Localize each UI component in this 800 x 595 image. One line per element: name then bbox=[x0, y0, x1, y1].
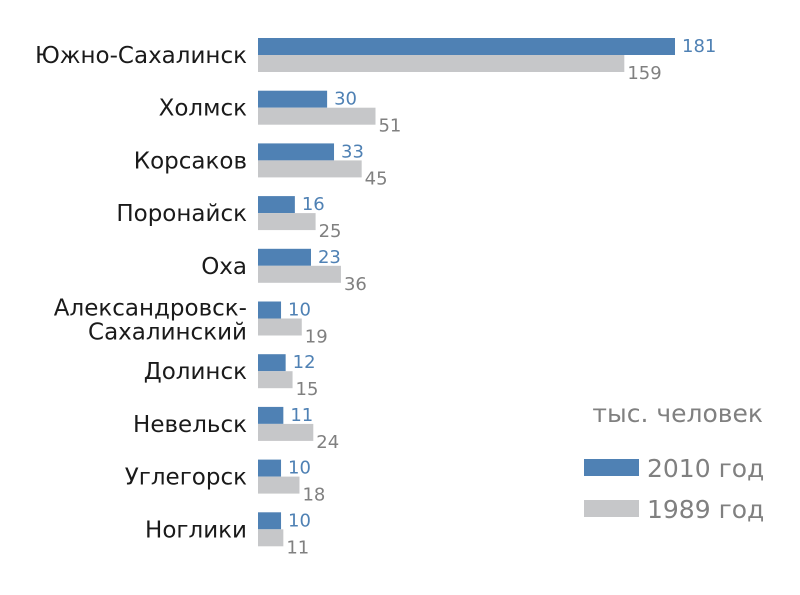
category-label: Невельск bbox=[133, 412, 247, 438]
category-label: Александровск-Сахалинский bbox=[54, 296, 247, 346]
category-label: Оха bbox=[201, 254, 247, 280]
data-label: 15 bbox=[296, 379, 319, 400]
bar-1989 bbox=[258, 423, 314, 441]
bar-2010 bbox=[258, 90, 328, 108]
bar-2010 bbox=[258, 143, 335, 161]
data-label: 18 bbox=[302, 485, 325, 506]
bar-2010 bbox=[258, 354, 286, 372]
data-label: 25 bbox=[319, 221, 342, 242]
category-label: Углегорск bbox=[125, 465, 247, 491]
data-label: 12 bbox=[293, 352, 316, 373]
data-label: 51 bbox=[378, 116, 401, 137]
bar-1989 bbox=[258, 476, 300, 494]
data-label: 36 bbox=[344, 274, 367, 295]
legend-swatch-1989 bbox=[584, 500, 639, 517]
bar-2010 bbox=[258, 512, 282, 530]
data-label: 11 bbox=[290, 405, 313, 426]
bar-2010 bbox=[258, 459, 282, 477]
bar-2010 bbox=[258, 301, 282, 319]
data-label: 11 bbox=[286, 537, 309, 558]
legend-label-2010: 2010 год bbox=[647, 454, 764, 483]
data-label: 23 bbox=[318, 247, 341, 268]
category-label: Южно-Сахалинск bbox=[35, 43, 247, 69]
bar-2010 bbox=[258, 248, 311, 266]
data-label: 181 bbox=[682, 36, 716, 57]
unit-label: тыс. человек bbox=[592, 399, 763, 428]
data-label: 33 bbox=[341, 141, 364, 162]
bar-1989 bbox=[258, 529, 284, 547]
category-label: Холмск bbox=[159, 96, 248, 122]
category-label: Долинск bbox=[144, 359, 247, 385]
data-label: 10 bbox=[288, 300, 311, 321]
bar-1989 bbox=[258, 213, 316, 231]
data-label: 24 bbox=[316, 432, 339, 453]
data-label: 16 bbox=[302, 194, 325, 215]
data-label: 19 bbox=[305, 327, 328, 348]
category-label: Корсаков bbox=[134, 148, 247, 174]
bar-1989 bbox=[258, 55, 625, 72]
category-label: Ноглики bbox=[145, 517, 247, 543]
data-label: 45 bbox=[365, 168, 388, 189]
data-label: 30 bbox=[334, 89, 357, 110]
bar-1989 bbox=[258, 371, 293, 389]
data-label: 10 bbox=[288, 510, 311, 531]
bar-1989 bbox=[258, 160, 362, 178]
category-label: Поронайск bbox=[116, 201, 247, 227]
bar-1989 bbox=[258, 265, 341, 283]
legend-swatch-2010 bbox=[584, 459, 639, 476]
legend-label-1989: 1989 год bbox=[647, 495, 764, 524]
bar-2010 bbox=[258, 196, 295, 214]
bar-2010 bbox=[258, 38, 675, 55]
data-label: 159 bbox=[627, 63, 661, 84]
bar-2010 bbox=[258, 406, 284, 424]
data-label: 10 bbox=[288, 458, 311, 479]
bar-1989 bbox=[258, 107, 376, 125]
bar-1989 bbox=[258, 318, 302, 336]
